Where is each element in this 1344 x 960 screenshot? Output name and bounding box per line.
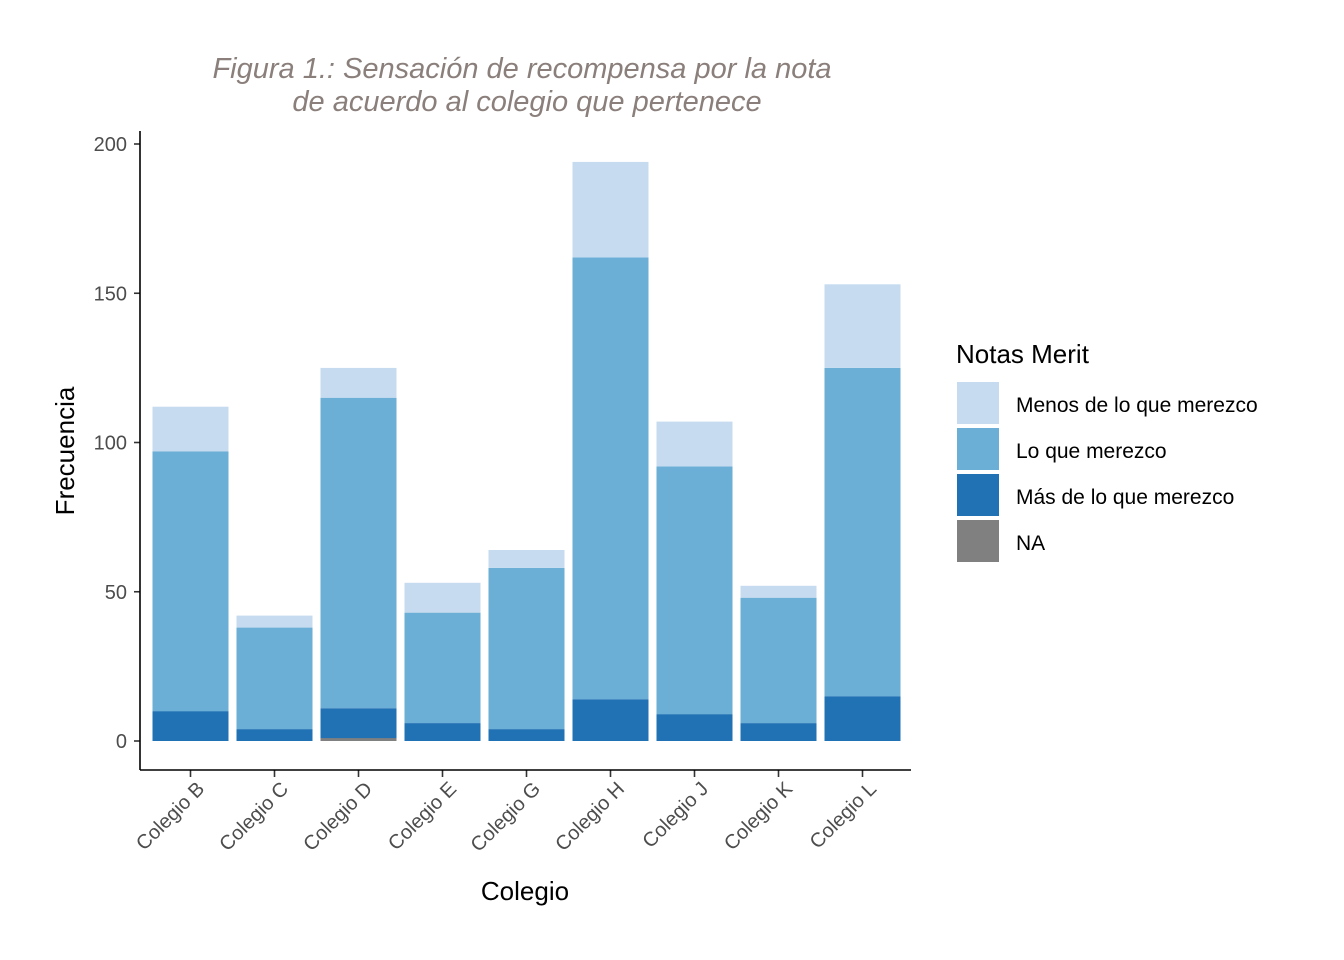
bar-colegio-j-series-0 [656,421,733,467]
legend-title: Notas Merit [956,339,1090,369]
legend-label: NA [1016,532,1045,555]
bar-colegio-c-series-1 [236,627,313,730]
bar-colegio-e-series-0 [404,582,481,613]
bar-colegio-l-series-2 [824,696,901,741]
x-tick-label: Colegio J [639,778,714,853]
bar-colegio-c-series-2 [236,729,313,741]
bar-colegio-e-series-1 [404,612,481,723]
y-tick-label: 0 [116,731,127,753]
bar-colegio-d-series-2 [320,708,397,739]
bar-colegio-c-series-0 [236,615,313,628]
bar-colegio-b-series-2 [152,711,229,741]
legend-swatch [957,382,999,424]
bar-colegio-j-series-1 [656,466,733,715]
bar-colegio-e-series-2 [404,723,481,741]
x-tick-label: Colegio D [299,778,377,856]
legend-swatch [957,520,999,562]
bar-colegio-g-series-0 [488,550,565,568]
bar-colegio-h-series-2 [572,699,649,741]
bar-colegio-d-series-1 [320,397,397,709]
bar-colegio-h-series-0 [572,161,649,258]
chart-title-line-2: de acuerdo al colegio que pertenece [292,86,761,118]
bar-colegio-l-series-1 [824,367,901,697]
y-axis-ticks: 0 50 100 150 200 [94,134,140,753]
x-tick-label: Colegio G [467,778,545,856]
bar-colegio-k-series-1 [740,597,817,724]
x-tick-label: Colegio L [806,778,881,853]
x-tick-label: Colegio C [215,778,293,856]
bar-colegio-j-series-2 [656,714,733,741]
bar-colegio-g-series-2 [488,729,565,741]
x-axis-title: Colegio [481,876,569,906]
bar-colegio-d-series-0 [320,367,397,398]
legend-swatch [957,474,999,516]
x-tick-label: Colegio E [384,778,461,855]
bars-group [152,161,901,741]
bar-colegio-b-series-0 [152,406,229,452]
y-tick-label: 50 [105,582,127,604]
bar-colegio-k-series-0 [740,585,817,598]
x-tick-label: Colegio H [551,778,629,856]
y-axis-title: Frecuencia [50,386,80,515]
x-tick-label: Colegio B [132,778,209,855]
bar-colegio-k-series-2 [740,723,817,741]
bar-colegio-l-series-0 [824,284,901,368]
y-tick-label: 100 [94,433,127,455]
bar-colegio-h-series-1 [572,257,649,700]
legend-swatch [957,428,999,470]
bar-colegio-b-series-1 [152,451,229,712]
bar-colegio-d-series-3 [320,738,397,741]
legend-label: Lo que merezco [1016,440,1167,463]
bar-colegio-g-series-1 [488,567,565,730]
x-axis-ticks: Colegio B Colegio C Colegio D Colegio E Cole… [132,770,881,856]
legend-label: Más de lo que merezco [1016,486,1234,509]
chart-title-line-1: Figura 1.: Sensación de recompensa por l… [212,53,831,85]
legend: Menos de lo que merezco Lo que merezco Más… [957,382,1258,562]
y-tick-label: 150 [94,283,127,305]
x-tick-label: Colegio K [720,778,797,855]
y-tick-label: 200 [94,134,127,156]
legend-label: Menos de lo que merezco [1016,394,1258,417]
